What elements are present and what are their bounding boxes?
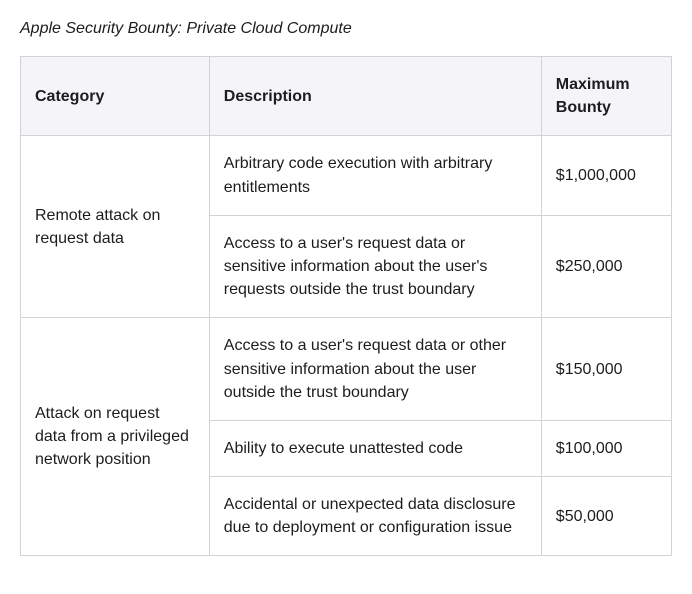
col-header-category: Category — [21, 57, 210, 136]
col-header-bounty: Maximum Bounty — [541, 57, 671, 136]
cell-description: Arbitrary code execution with arbitrary … — [209, 136, 541, 215]
cell-category: Remote attack on request data — [21, 136, 210, 318]
cell-bounty: $150,000 — [541, 318, 671, 421]
table-header-row: Category Description Maximum Bounty — [21, 57, 672, 136]
table-row: Attack on request data from a privileged… — [21, 318, 672, 421]
cell-bounty: $50,000 — [541, 477, 671, 556]
cell-description: Ability to execute unattested code — [209, 420, 541, 476]
col-header-description: Description — [209, 57, 541, 136]
cell-category: Attack on request data from a privileged… — [21, 318, 210, 556]
table-caption: Apple Security Bounty: Private Cloud Com… — [20, 20, 672, 38]
cell-description: Access to a user's request data or other… — [209, 318, 541, 421]
cell-bounty: $100,000 — [541, 420, 671, 476]
cell-description: Access to a user's request data or sensi… — [209, 215, 541, 318]
cell-bounty: $1,000,000 — [541, 136, 671, 215]
bounty-table: Category Description Maximum Bounty Remo… — [20, 56, 672, 556]
cell-bounty: $250,000 — [541, 215, 671, 318]
table-row: Remote attack on request data Arbitrary … — [21, 136, 672, 215]
cell-description: Accidental or unexpected data disclosure… — [209, 477, 541, 556]
